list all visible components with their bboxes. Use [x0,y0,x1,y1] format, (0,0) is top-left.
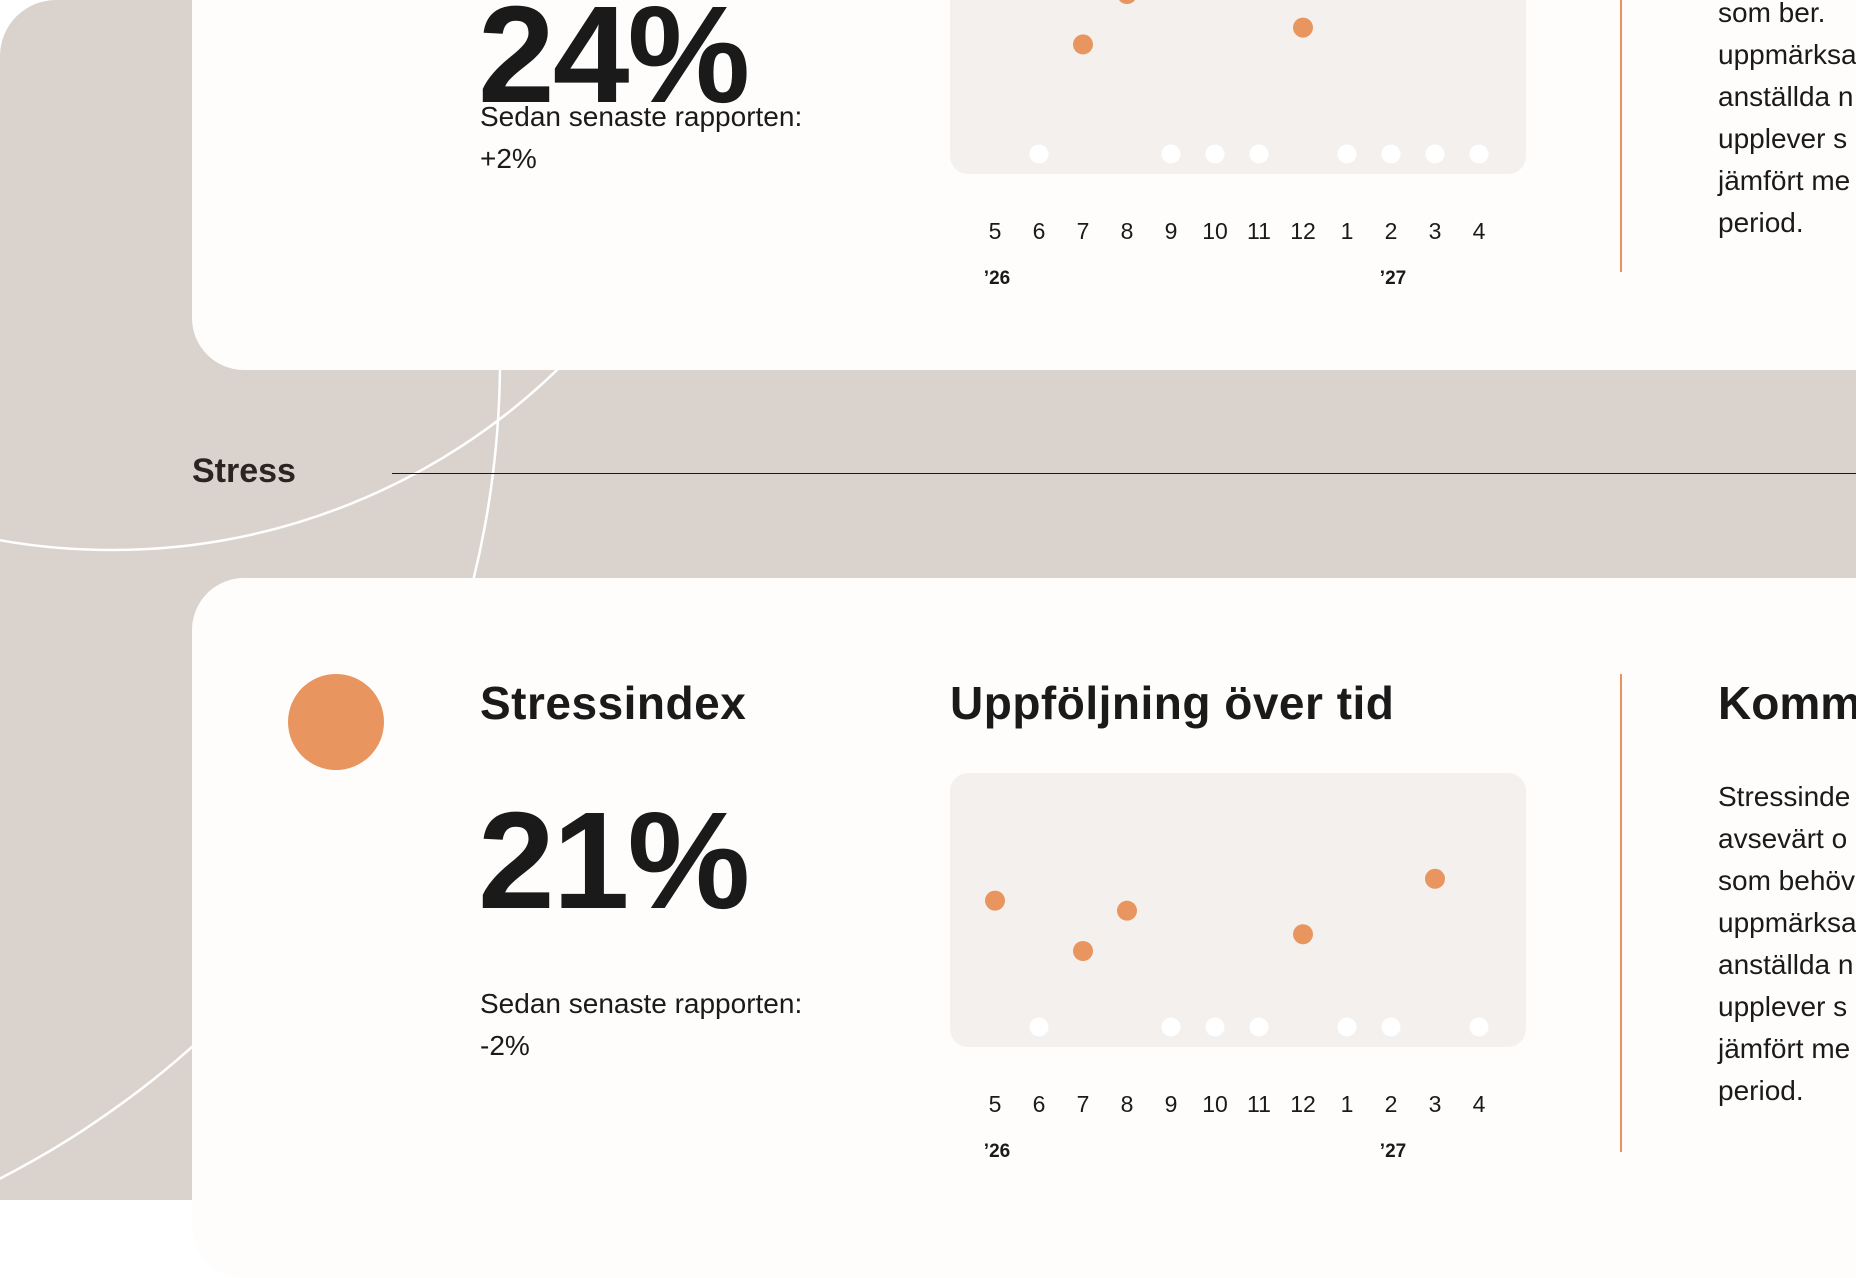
missing-data-point [1469,144,1489,164]
comment-line: upplever s [1718,123,1848,154]
data-point [1119,0,1135,4]
x-tick-label: 12 [1290,1091,1316,1117]
year-label: ’27 [1379,1141,1407,1162]
comment-line: jämfört me [1718,1033,1851,1064]
missing-data-point [1381,144,1401,164]
x-tick-label: 10 [1202,1091,1228,1117]
orange-status-dot-icon [288,674,384,770]
section-divider [392,473,1856,474]
x-tick-label: 7 [1076,1091,1090,1117]
comment-line: anställda n [1718,81,1854,112]
missing-data-point [1249,1017,1269,1037]
comment-line: jämfört me [1718,165,1851,196]
x-tick-label: 2 [1384,1091,1398,1117]
missing-data-point [1425,144,1445,164]
x-tick-label: 8 [1120,1091,1134,1117]
metric-card-stressindex: Stressindex 21% Sedan senaste rapporten:… [192,578,1856,1278]
x-tick-label: 5 [988,218,1002,244]
x-tick-label: 11 [1247,218,1271,244]
trend-chart-plot [985,868,1489,1037]
missing-data-point [1029,144,1049,164]
x-tick-label: 4 [1472,218,1486,244]
data-point [1425,868,1445,889]
metric-title: Stressindex [480,677,747,729]
comment-line: period. [1718,207,1804,238]
since-label: Sedan senaste rapporten: [480,988,803,1019]
vertical-divider [1620,674,1622,1152]
missing-data-point [1337,144,1357,164]
x-tick-label: 10 [1202,218,1228,244]
x-tick-label: 5 [988,1091,1002,1117]
missing-data-point [1381,1017,1401,1037]
x-tick-label: 1 [1340,1091,1354,1117]
x-tick-label: 6 [1032,1091,1046,1117]
year-label: ’26 [983,268,1011,289]
x-tick-label: 4 [1472,1091,1486,1117]
x-tick-label: 12 [1290,218,1316,244]
missing-data-point [1161,144,1181,164]
missing-data-point [1469,1017,1489,1037]
data-point [1117,900,1137,921]
x-tick-label: 11 [1247,1091,1271,1117]
comment-title: Komm [1718,677,1856,729]
x-tick-label: 3 [1428,218,1442,244]
comment-line: som ber. [1718,0,1826,28]
trend-chart-plot [1029,0,1489,164]
comment-line: Stressinde [1718,781,1851,812]
comment-line: som behöv [1718,865,1855,896]
missing-data-point [1205,144,1225,164]
x-tick-label: 8 [1120,218,1134,244]
missing-data-point [1205,1017,1225,1037]
data-point [985,890,1005,911]
metric-card-top: 24% Sedan senaste rapporten: +2% 5 6 7 8 9 10… [192,0,1856,370]
comment-line: period. [1718,1075,1804,1106]
since-value: +2% [480,143,537,174]
x-tick-label: 9 [1164,1091,1178,1117]
x-tick-label: 6 [1032,218,1046,244]
data-point [1293,924,1313,945]
data-point [1293,17,1313,38]
data-point [1073,941,1093,961]
x-tick-label: 9 [1164,218,1178,244]
since-value: -2% [480,1030,530,1061]
year-label: ’27 [1379,268,1407,289]
missing-data-point [1161,1017,1181,1037]
missing-data-point [1029,1017,1049,1037]
x-tick-label: 1 [1340,218,1354,244]
comment-line: anställda n [1718,949,1854,980]
vertical-divider [1620,0,1622,272]
trend-chart [950,773,1526,1047]
comment-line: uppmärksa [1718,39,1856,70]
comment-line: avsevärt o [1718,823,1848,854]
year-label: ’26 [983,1141,1011,1162]
missing-data-point [1337,1017,1357,1037]
missing-data-point [1249,144,1269,164]
comment-line: upplever s [1718,991,1848,1022]
trend-chart [950,0,1526,174]
metric-value: 24% [478,0,750,132]
data-point [1073,34,1093,55]
x-tick-label: 7 [1076,218,1090,244]
section-title: Stress [192,452,296,490]
chart-title: Uppföljning över tid [950,677,1395,729]
since-label: Sedan senaste rapporten: [480,101,803,132]
x-tick-label: 2 [1384,218,1398,244]
comment-line: uppmärksa [1718,907,1856,938]
metric-value: 21% [478,784,750,938]
x-tick-label: 3 [1428,1091,1442,1117]
